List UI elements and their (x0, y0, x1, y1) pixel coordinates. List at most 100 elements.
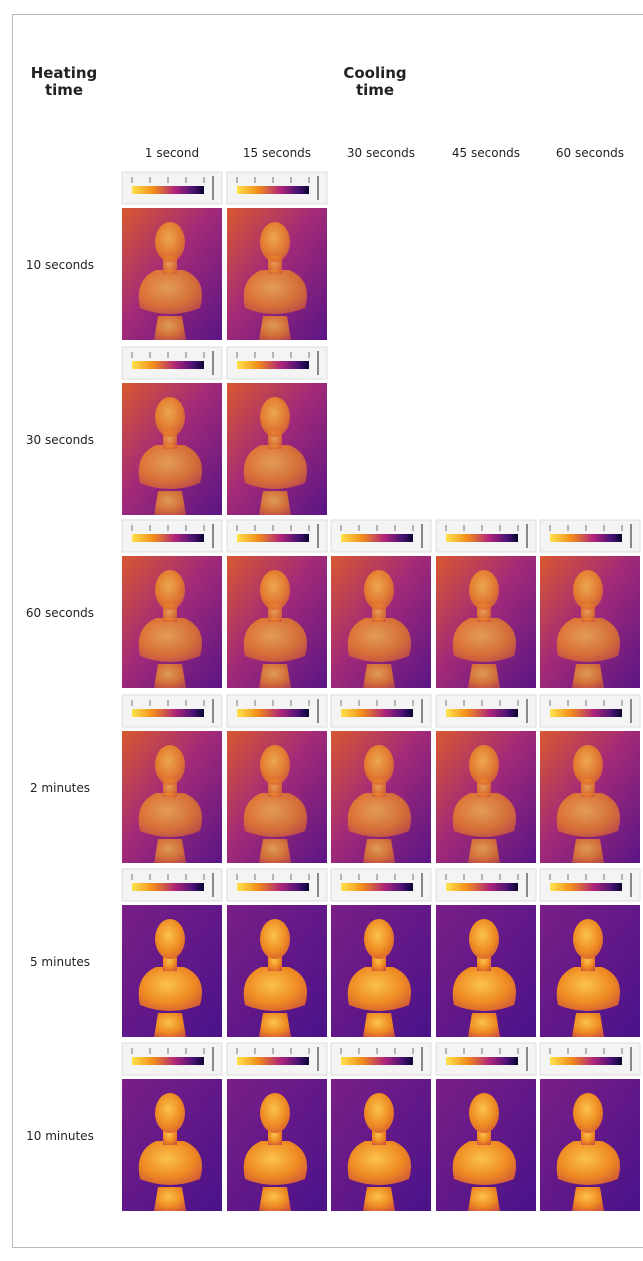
thermal-cell (122, 1043, 222, 1211)
page: Heatingtime Coolingtime 1 second 15 secon… (0, 0, 643, 1261)
bust-head (469, 570, 499, 610)
bust-head (155, 222, 185, 262)
colorbar (341, 709, 413, 717)
colorbar (446, 534, 518, 542)
bust-pedestal (154, 1013, 186, 1037)
thermal-cell (436, 695, 536, 863)
bust-torso (557, 967, 620, 1011)
bust-pedestal (154, 664, 186, 688)
colorbar (341, 883, 413, 891)
bust-head (364, 570, 394, 610)
colorbar (237, 883, 309, 891)
thermal-cell (227, 695, 327, 863)
colorbar (550, 534, 622, 542)
colorbar (341, 1057, 413, 1065)
row-label: 60 seconds (26, 606, 94, 620)
bust-head (260, 919, 290, 959)
bust-head (260, 222, 290, 262)
bust-torso (139, 1141, 202, 1185)
thermal-cell (227, 869, 327, 1037)
thermal-cell (540, 520, 640, 688)
column-label: 15 seconds (243, 146, 311, 160)
bust-pedestal (363, 839, 395, 863)
bust-torso (139, 967, 202, 1011)
bust-torso (557, 1141, 620, 1185)
column-label: 45 seconds (452, 146, 520, 160)
bust-head (469, 745, 499, 785)
bust-head (573, 1093, 603, 1133)
bust-torso (244, 793, 307, 837)
bust-torso (348, 1141, 411, 1185)
bust-torso (139, 445, 202, 489)
colorbar (132, 709, 204, 717)
thermal-cell (227, 1043, 327, 1211)
bust-head (573, 570, 603, 610)
bust-head (155, 1093, 185, 1133)
bust-head (364, 1093, 394, 1133)
bust-torso (139, 270, 202, 314)
row-label: 10 seconds (26, 258, 94, 272)
bust-pedestal (572, 839, 604, 863)
bust-torso (348, 967, 411, 1011)
colorbar (237, 534, 309, 542)
colorbar (550, 883, 622, 891)
bust-head (260, 570, 290, 610)
thermal-cell (122, 695, 222, 863)
colorbar (446, 709, 518, 717)
bust-pedestal (572, 1187, 604, 1211)
thermal-cell (227, 172, 327, 340)
thermal-cell (122, 520, 222, 688)
thermal-cell (122, 347, 222, 515)
bust-torso (557, 793, 620, 837)
bust-torso (244, 967, 307, 1011)
bust-torso (453, 967, 516, 1011)
colorbar (550, 709, 622, 717)
bust-torso (139, 793, 202, 837)
bust-pedestal (363, 1187, 395, 1211)
thermal-cell (227, 520, 327, 688)
bust-head (469, 919, 499, 959)
bust-head (260, 397, 290, 437)
bust-pedestal (259, 491, 291, 515)
bust-pedestal (259, 316, 291, 340)
bust-torso (453, 618, 516, 662)
thermal-cell (540, 695, 640, 863)
thermal-cell (122, 869, 222, 1037)
row-label: 10 minutes (26, 1129, 94, 1143)
bust-torso (348, 618, 411, 662)
bust-pedestal (154, 316, 186, 340)
bust-head (260, 1093, 290, 1133)
colorbar (132, 1057, 204, 1065)
bust-torso (453, 1141, 516, 1185)
bust-head (469, 1093, 499, 1133)
thermal-cell (122, 172, 222, 340)
bust-pedestal (468, 1187, 500, 1211)
colorbar (132, 361, 204, 369)
bust-torso (244, 445, 307, 489)
bust-head (260, 745, 290, 785)
row-label: 2 minutes (30, 781, 90, 795)
column-label: 60 seconds (556, 146, 624, 160)
row-label: 5 minutes (30, 955, 90, 969)
column-label: 1 second (145, 146, 199, 160)
bust-head (364, 745, 394, 785)
bust-pedestal (363, 664, 395, 688)
bust-pedestal (468, 1013, 500, 1037)
bust-torso (139, 618, 202, 662)
thermal-cell (436, 1043, 536, 1211)
colorbar (237, 709, 309, 717)
thermal-cell (436, 520, 536, 688)
colorbar (237, 361, 309, 369)
bust-head (155, 397, 185, 437)
column-label: 30 seconds (347, 146, 415, 160)
bust-head (155, 919, 185, 959)
colorbar (132, 186, 204, 194)
thermal-cell (331, 695, 431, 863)
bust-pedestal (259, 1187, 291, 1211)
bust-pedestal (259, 1013, 291, 1037)
bust-pedestal (468, 839, 500, 863)
colorbar (237, 1057, 309, 1065)
bust-torso (453, 793, 516, 837)
